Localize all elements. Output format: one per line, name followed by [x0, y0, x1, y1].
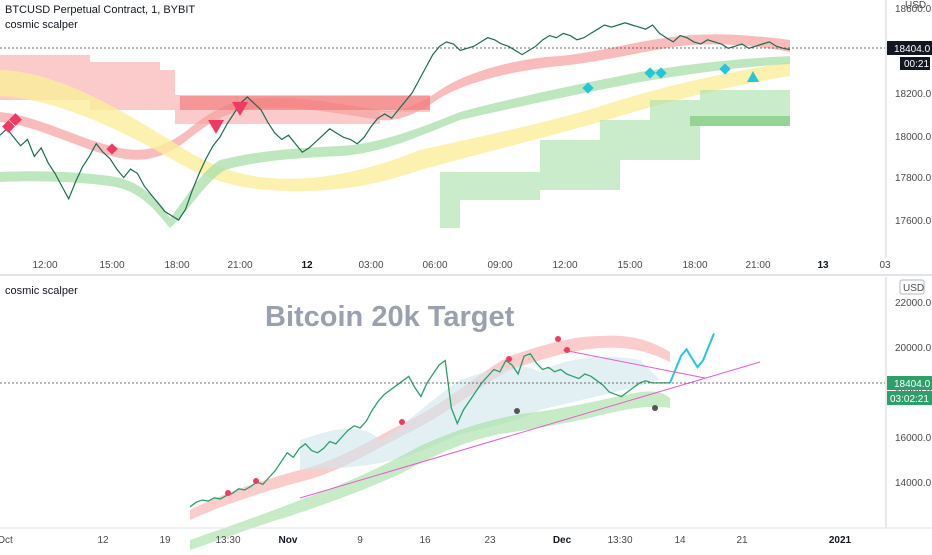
- chart-annotation-title: Bitcoin 20k Target: [265, 301, 515, 333]
- top-price-line: [0, 22, 791, 221]
- time-tick-label: 23: [484, 535, 496, 546]
- sell-triangle-marker: [208, 120, 224, 134]
- price-tick-label: 18000.0: [895, 132, 932, 143]
- neutral-dot: [652, 405, 658, 411]
- bottom-dots: [225, 336, 658, 496]
- top-countdown-value: 00:21: [904, 59, 929, 70]
- time-tick-label: 12: [97, 535, 109, 546]
- time-tick-label: 18:00: [164, 260, 189, 271]
- time-tick-label: 18:00: [682, 260, 707, 271]
- sell-dot: [253, 478, 259, 484]
- sell-dot: [225, 490, 231, 496]
- time-tick-label: 16: [419, 535, 431, 546]
- top-last-price-value: 18404.0: [894, 44, 931, 55]
- top-green-zone-inner: [690, 116, 790, 126]
- time-tick-label: Oct: [0, 535, 13, 546]
- price-tick-label: 17600.0: [895, 216, 932, 227]
- bottom-pane: cosmic scalper Bitcoin 20k Target USD 22…: [0, 277, 932, 550]
- time-tick-label: 06:00: [422, 260, 447, 271]
- sell-dot: [564, 347, 570, 353]
- bottom-blue-envelope: [300, 356, 660, 470]
- bottom-green-band: [190, 391, 670, 550]
- price-tick-label: 20000.0: [895, 343, 932, 354]
- resistance-trendline: [562, 349, 706, 379]
- sell-dot: [506, 356, 512, 362]
- price-tick-label: 22000.0: [895, 298, 932, 309]
- bottom-indicator-label: cosmic scalper: [5, 285, 78, 297]
- bottom-last-price-tag: [887, 376, 932, 390]
- price-tick-label: 18200.0: [895, 89, 932, 100]
- top-green-band: [0, 56, 790, 228]
- sell-triangle-marker: [232, 102, 248, 116]
- time-tick-label: 21:00: [227, 260, 252, 271]
- symbol-title: BTCUSD Perpetual Contract, 1, BYBIT: [5, 4, 195, 16]
- price-tick-label: 17800.0: [895, 173, 932, 184]
- time-tick-label: 12:00: [32, 260, 57, 271]
- time-tick-label: 13:30: [215, 535, 240, 546]
- time-tick-label: 14: [674, 535, 686, 546]
- sell-dot: [555, 336, 561, 342]
- top-last-price-tag: [887, 41, 932, 55]
- time-tick-label: 03: [879, 260, 891, 271]
- bottom-time-axis: Oct 12 19 13:30 Nov 9 16 23 Dec 13:30 14 21 2021: [0, 535, 852, 546]
- neutral-dot: [514, 408, 520, 414]
- indicator-label: cosmic scalper: [5, 19, 78, 31]
- time-tick-label: 21: [736, 535, 748, 546]
- bottom-last-price-value: 18404.0: [894, 379, 931, 390]
- bottom-red-band: [190, 335, 670, 520]
- time-tick-label: 12: [301, 260, 313, 271]
- price-tick-label: 18600.0: [895, 4, 932, 15]
- top-red-zone-inner: [180, 96, 430, 110]
- top-red-band: [0, 34, 790, 160]
- time-tick-label: Nov: [279, 535, 298, 546]
- time-tick-label: 15:00: [99, 260, 124, 271]
- bottom-price-line: [189, 353, 670, 508]
- bottom-currency-label: USD: [903, 283, 924, 294]
- time-tick-label: 19: [159, 535, 171, 546]
- projection-curve: [669, 333, 715, 384]
- support-trendline: [299, 361, 761, 499]
- bottom-currency-badge[interactable]: [899, 279, 925, 295]
- time-tick-label: 21:00: [745, 260, 770, 271]
- top-time-axis: 12:00 15:00 18:00 21:00 12 03:00 06:00 09:00 12:…: [32, 260, 891, 271]
- time-tick-label: 13: [817, 260, 829, 271]
- price-tick-label: 16000.0: [895, 433, 932, 444]
- bottom-countdown-value: 03:02:21: [890, 394, 929, 405]
- top-countdown-tag: [900, 57, 930, 70]
- time-tick-label: 9: [357, 535, 363, 546]
- buy-triangle-marker: [747, 71, 759, 82]
- time-tick-label: 2021: [829, 535, 852, 546]
- top-yellow-band: [0, 62, 790, 192]
- sell-dot: [399, 419, 405, 425]
- time-tick-label: 15:00: [617, 260, 642, 271]
- time-tick-label: 03:00: [358, 260, 383, 271]
- time-tick-label: Dec: [553, 535, 572, 546]
- top-currency-label: USD: [905, 0, 926, 11]
- time-tick-label: 09:00: [487, 260, 512, 271]
- top-pane: BTCUSD Perpetual Contract, 1, BYBIT cosm…: [0, 0, 932, 271]
- time-tick-label: 12:00: [552, 260, 577, 271]
- time-tick-label: 13:30: [607, 535, 632, 546]
- top-price-axis: 18600.018400.018200.018000.017800.017600…: [895, 4, 932, 227]
- price-tick-label: 14000.0: [895, 478, 932, 489]
- bottom-countdown-tag: [887, 391, 932, 405]
